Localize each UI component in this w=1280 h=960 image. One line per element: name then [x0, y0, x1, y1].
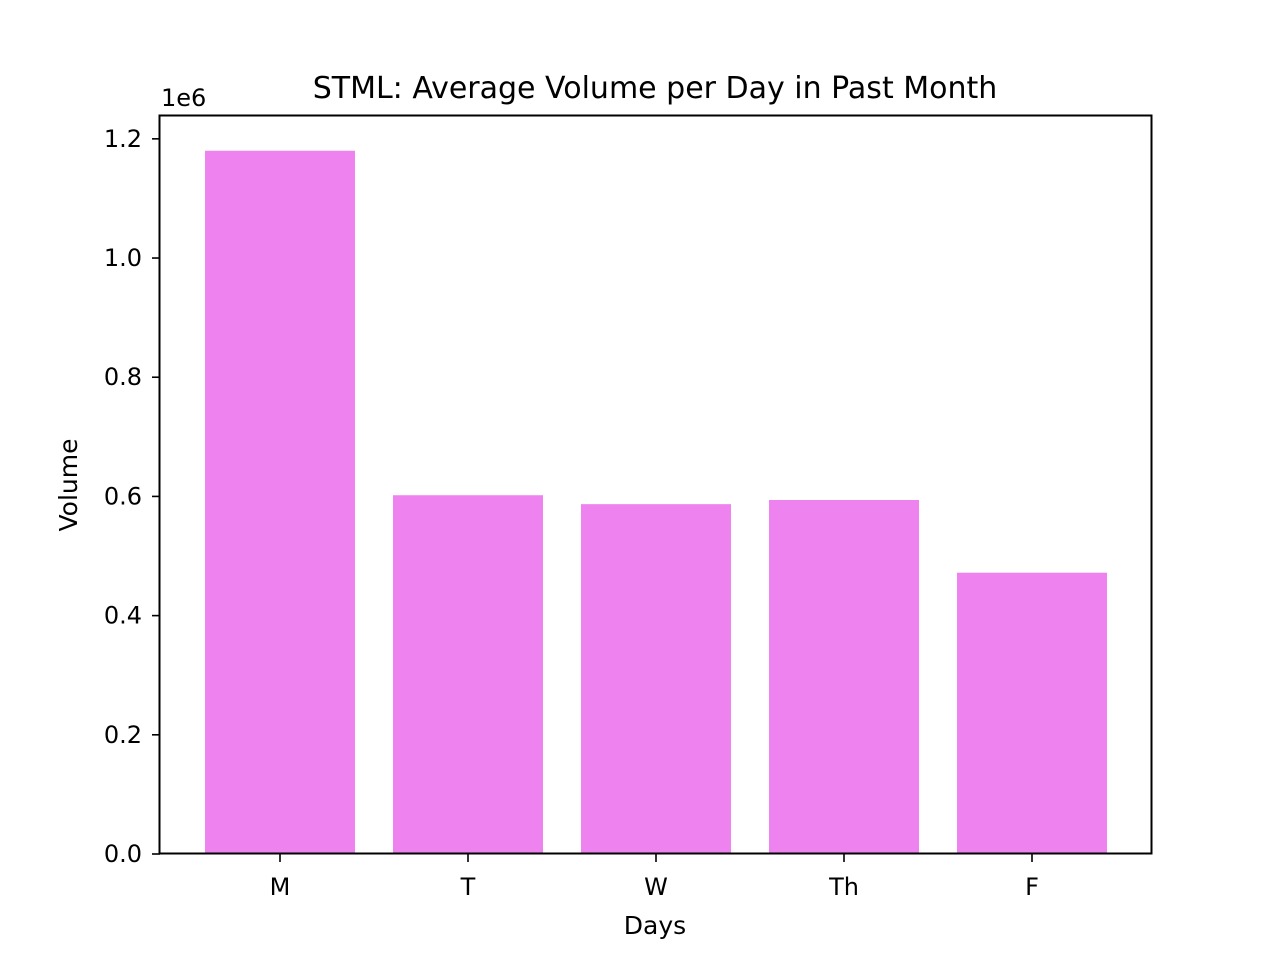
- y-tick-label: 0.2: [104, 721, 142, 749]
- x-tick-label: M: [270, 873, 291, 901]
- bar-m: [205, 150, 355, 855]
- y-tick-label: 0.8: [104, 363, 142, 391]
- chart-title: STML: Average Volume per Day in Past Mon…: [313, 71, 998, 106]
- bar-t: [393, 495, 543, 854]
- x-axis-ticks: M T W Th F: [270, 854, 1039, 901]
- x-tick-label: F: [1025, 873, 1039, 901]
- y-tick-label: 1.0: [104, 244, 142, 272]
- y-axis-offset-label: 1e6: [161, 84, 206, 112]
- plot-frame: [158, 114, 1153, 855]
- bar-f: [957, 572, 1107, 854]
- y-tick-label: 0.4: [104, 602, 142, 630]
- x-tick-label: Th: [828, 873, 859, 901]
- y-tick-label: 0.0: [104, 840, 142, 868]
- x-tick-label: W: [644, 873, 668, 901]
- y-axis-label: Volume: [54, 439, 83, 532]
- y-tick-label: 0.6: [104, 482, 142, 510]
- bar-th: [769, 499, 919, 854]
- y-tick-label: 1.2: [104, 125, 142, 153]
- x-tick-label: T: [460, 873, 476, 901]
- x-axis-label: Days: [624, 911, 686, 940]
- bar-w: [581, 504, 731, 854]
- bars-group: [205, 150, 1107, 855]
